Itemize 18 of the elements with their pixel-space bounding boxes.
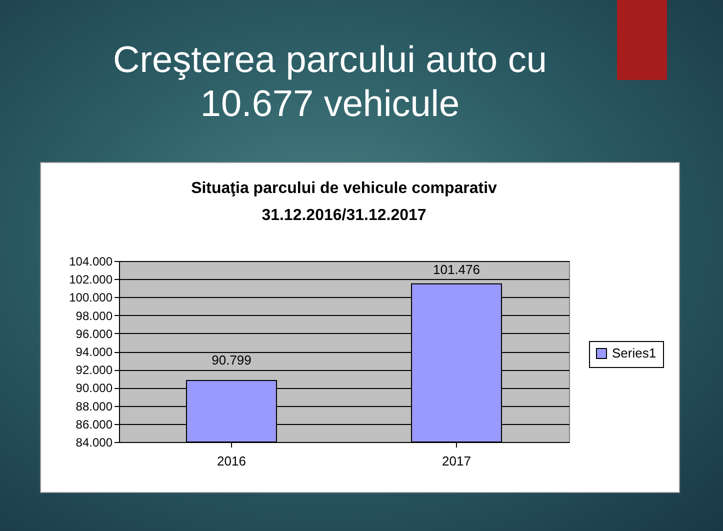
y-tick-label: 90.000: [76, 381, 113, 396]
y-tick-label: 96.000: [76, 326, 113, 341]
y-tick-label: 88.000: [76, 399, 113, 414]
x-tick-label: 2017: [442, 454, 471, 468]
y-tick-label: 104.000: [69, 254, 113, 268]
y-tick-label: 86.000: [76, 417, 113, 432]
x-tick-label: 2016: [217, 454, 246, 468]
y-tick-label: 84.000: [76, 436, 113, 450]
y-tick-label: 98.000: [76, 308, 113, 323]
y-tick-label: 92.000: [76, 363, 113, 378]
y-tick-label: 94.000: [76, 345, 113, 359]
data-label: 101.476: [433, 262, 480, 278]
chart-title: Creşterea parcului auto cu 10.677 vehicule: [112, 38, 548, 126]
y-tick-label: 102.000: [69, 272, 113, 287]
chart-subtitle: Situaţia parcului de vehicule comparativ 31.12.2016/31.12.2017: [190, 179, 498, 226]
legend-label: Series1: [612, 346, 656, 360]
data-label: 90.799: [212, 352, 252, 368]
y-tick-label: 100.000: [69, 290, 113, 305]
